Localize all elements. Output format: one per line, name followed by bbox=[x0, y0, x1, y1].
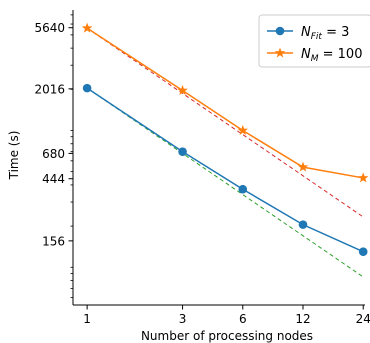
y-tick-label: 2016 bbox=[34, 82, 65, 96]
data-point bbox=[357, 172, 369, 183]
y-tick-label: 156 bbox=[42, 234, 65, 248]
legend-marker bbox=[274, 47, 286, 58]
legend-label: NM = 100 bbox=[301, 47, 362, 64]
data-point bbox=[177, 85, 188, 95]
legend-frame bbox=[258, 14, 370, 68]
legend-marker bbox=[275, 26, 285, 36]
series-layer bbox=[81, 22, 369, 256]
x-tick-label: 24 bbox=[356, 312, 370, 326]
legend-label: NFit = 3 bbox=[301, 25, 349, 42]
x-tick-label: 12 bbox=[295, 312, 310, 326]
data-point bbox=[237, 124, 249, 135]
data-point bbox=[297, 161, 309, 172]
y-tick-label: 444 bbox=[42, 172, 65, 186]
y-tick-label: 5640 bbox=[34, 21, 65, 35]
legend: NFit = 3 NM = 100 bbox=[258, 14, 370, 68]
data-point bbox=[238, 184, 248, 194]
tick-layer: 156 444 680 2016 5640 1 3 6 12 24 bbox=[34, 14, 370, 326]
data-point bbox=[298, 220, 308, 229]
axes bbox=[72, 10, 365, 306]
x-axis-label: Number of processing nodes bbox=[141, 329, 313, 343]
data-point bbox=[358, 247, 368, 256]
data-point bbox=[81, 22, 93, 33]
data-point bbox=[82, 83, 92, 93]
y-axis-label: Time (s) bbox=[7, 131, 21, 181]
x-tick-label: 1 bbox=[83, 312, 91, 326]
data-point bbox=[178, 147, 187, 156]
y-tick-label: 680 bbox=[42, 147, 65, 161]
x-tick-label: 3 bbox=[179, 312, 187, 326]
x-tick-label: 6 bbox=[239, 312, 247, 326]
